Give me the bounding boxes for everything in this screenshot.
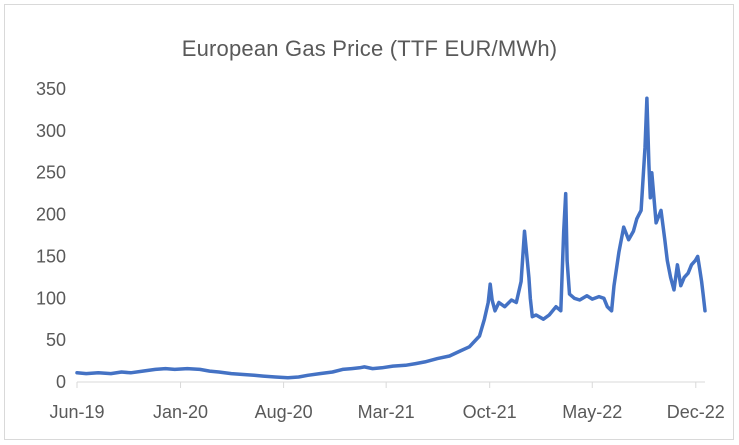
price-series-line [75,96,707,380]
y-tick-label: 100 [36,288,66,308]
x-axis: Jun-19 Jan-20 Aug-20 Mar-21 Oct-21 May-22 Dec-… [49,381,725,422]
y-tick-label: 300 [36,121,66,141]
y-tick-label: 50 [46,330,66,350]
x-tick-label: Dec-22 [667,402,725,422]
chart-title: European Gas Price (TTF EUR/MWh) [181,36,558,61]
y-tick-label: 0 [56,372,66,392]
x-tick-label: Oct-21 [463,402,517,422]
x-tick-label: Jun-19 [49,402,104,422]
x-tick-label: Jan-20 [153,402,208,422]
x-tick-label: May-22 [562,402,622,422]
x-tick-label: Aug-20 [255,402,313,422]
y-tick-label: 250 [36,163,66,183]
y-tick-label: 350 [36,79,66,99]
y-tick-label: 150 [36,246,66,266]
x-tick-label: Mar-21 [358,402,415,422]
plot-area [75,96,707,380]
y-tick-label: 200 [36,205,66,225]
y-axis: 0 50 100 150 200 250 300 350 [36,79,66,392]
